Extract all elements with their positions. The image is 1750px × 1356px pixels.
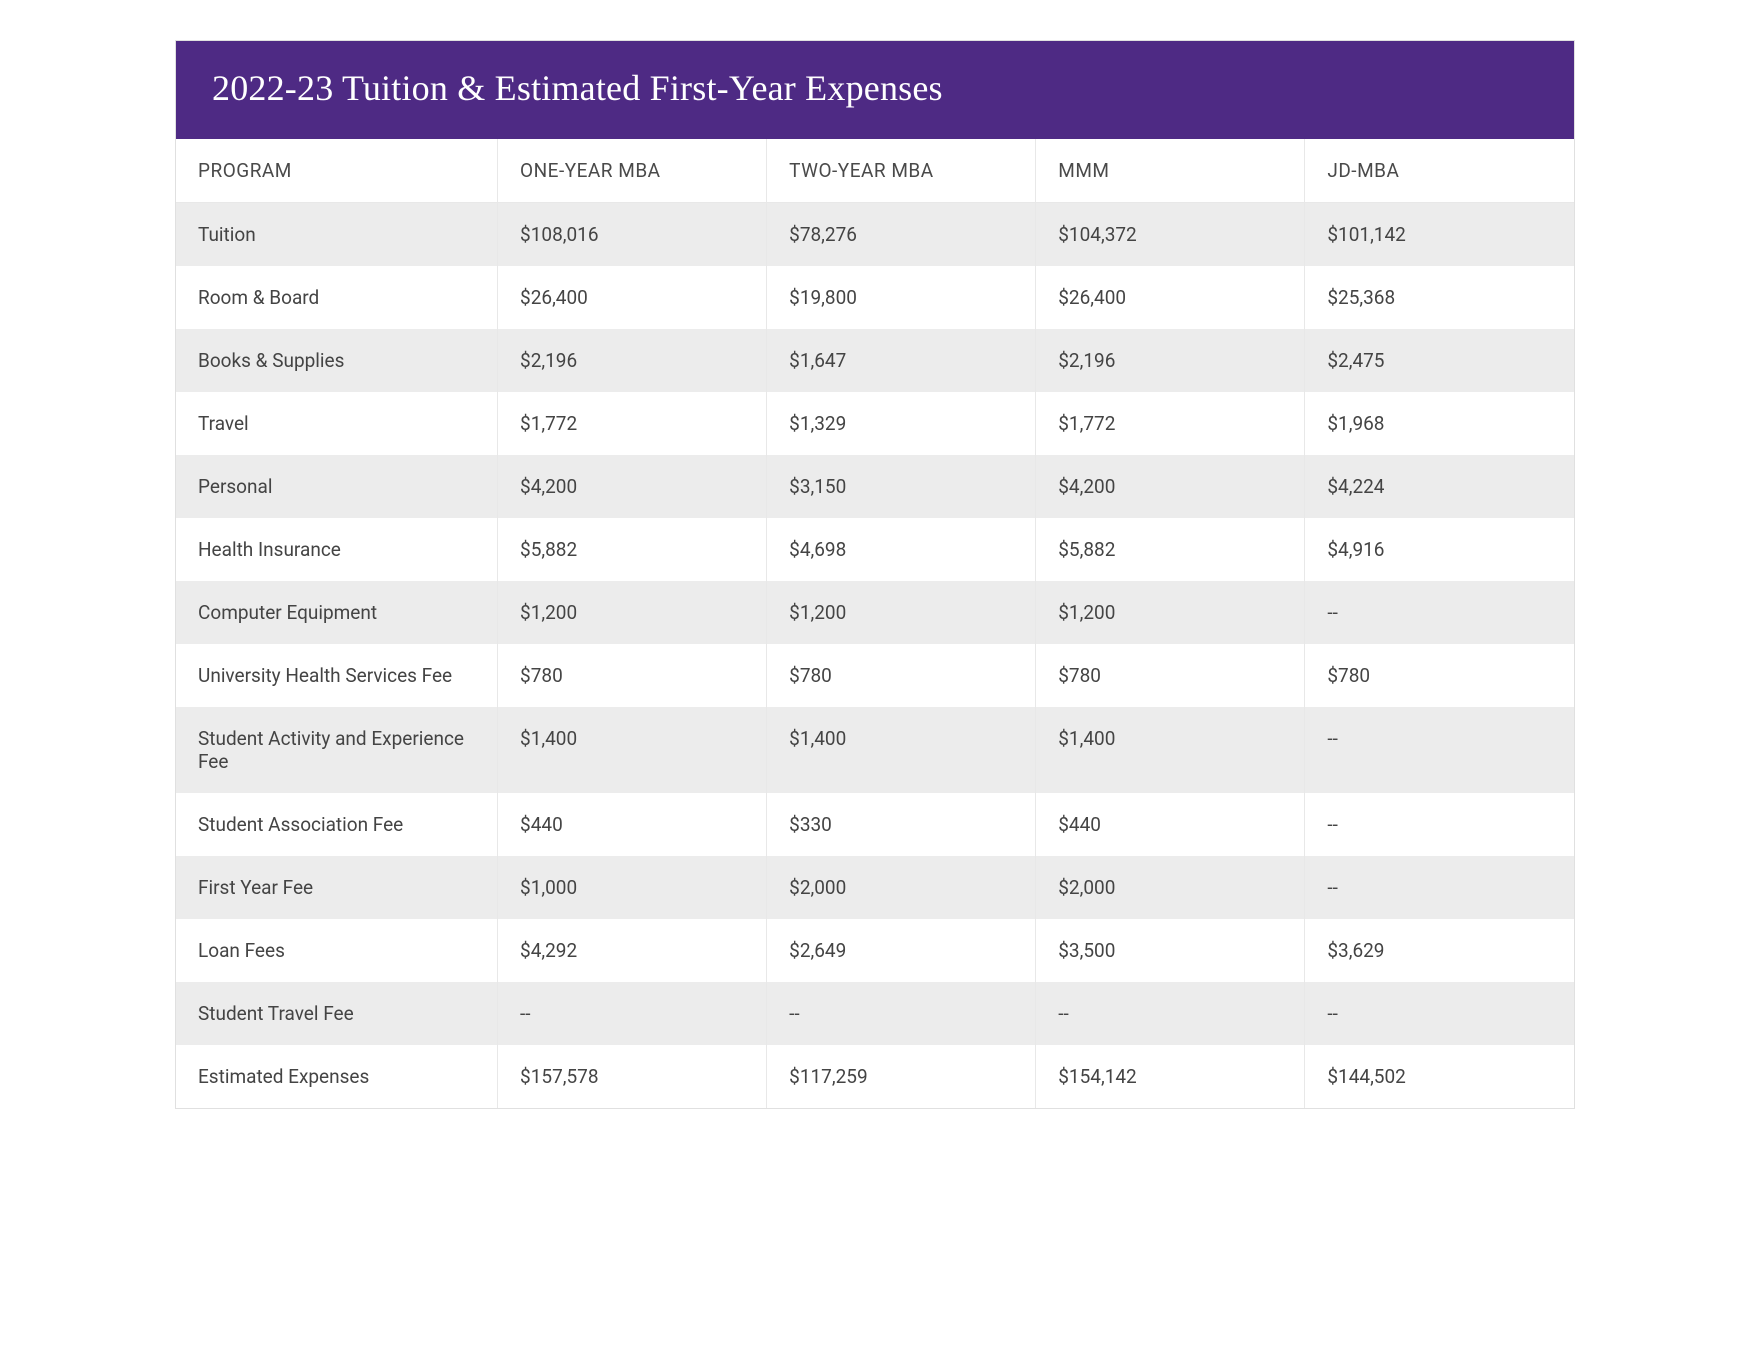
table-row: Student Association Fee$440$330$440-- — [176, 793, 1574, 856]
cell-value: $4,224 — [1305, 455, 1574, 518]
cell-value: $154,142 — [1036, 1045, 1305, 1108]
cell-value: $780 — [767, 644, 1036, 707]
column-header: MMM — [1036, 139, 1305, 203]
table-row: Student Travel Fee-------- — [176, 982, 1574, 1045]
cell-value: $1,968 — [1305, 392, 1574, 455]
cell-value: $1,000 — [498, 856, 767, 919]
cell-value: $2,000 — [1036, 856, 1305, 919]
row-label: Health Insurance — [176, 518, 498, 581]
row-label: Travel — [176, 392, 498, 455]
cell-value: $19,800 — [767, 266, 1036, 329]
cell-value: -- — [1305, 982, 1574, 1045]
cell-value: $4,292 — [498, 919, 767, 982]
cell-value: $78,276 — [767, 203, 1036, 267]
cell-value: $2,649 — [767, 919, 1036, 982]
cell-value: $780 — [498, 644, 767, 707]
cell-value: $4,698 — [767, 518, 1036, 581]
cell-value: $3,629 — [1305, 919, 1574, 982]
cell-value: $2,196 — [1036, 329, 1305, 392]
row-label: Student Activity and Experience Fee — [176, 707, 498, 793]
cell-value: $780 — [1036, 644, 1305, 707]
cell-value: $5,882 — [498, 518, 767, 581]
tuition-table-container: 2022-23 Tuition & Estimated First-Year E… — [175, 40, 1575, 1109]
row-label: Room & Board — [176, 266, 498, 329]
cell-value: $144,502 — [1305, 1045, 1574, 1108]
row-label: Student Association Fee — [176, 793, 498, 856]
row-label: Personal — [176, 455, 498, 518]
cell-value: -- — [1036, 982, 1305, 1045]
cell-value: $1,400 — [1036, 707, 1305, 793]
cell-value: $26,400 — [1036, 266, 1305, 329]
row-label: Computer Equipment — [176, 581, 498, 644]
cell-value: $1,400 — [498, 707, 767, 793]
cell-value: $3,150 — [767, 455, 1036, 518]
cell-value: $25,368 — [1305, 266, 1574, 329]
cell-value: $1,772 — [1036, 392, 1305, 455]
table-row: Loan Fees$4,292$2,649$3,500$3,629 — [176, 919, 1574, 982]
cell-value: $4,916 — [1305, 518, 1574, 581]
cell-value: $157,578 — [498, 1045, 767, 1108]
table-row: Travel$1,772$1,329$1,772$1,968 — [176, 392, 1574, 455]
row-label: First Year Fee — [176, 856, 498, 919]
cell-value: $108,016 — [498, 203, 767, 267]
cell-value: -- — [1305, 581, 1574, 644]
cell-value: $1,200 — [498, 581, 767, 644]
row-label: Estimated Expenses — [176, 1045, 498, 1108]
table-row: Personal$4,200$3,150$4,200$4,224 — [176, 455, 1574, 518]
column-header: TWO-YEAR MBA — [767, 139, 1036, 203]
cell-value: $1,647 — [767, 329, 1036, 392]
cell-value: $4,200 — [498, 455, 767, 518]
cell-value: $2,196 — [498, 329, 767, 392]
cell-value: -- — [1305, 793, 1574, 856]
cell-value: $4,200 — [1036, 455, 1305, 518]
table-row: Student Activity and Experience Fee$1,40… — [176, 707, 1574, 793]
table-row: Computer Equipment$1,200$1,200$1,200-- — [176, 581, 1574, 644]
column-header: ONE-YEAR MBA — [498, 139, 767, 203]
cell-value: $780 — [1305, 644, 1574, 707]
cell-value: $5,882 — [1036, 518, 1305, 581]
row-label: Loan Fees — [176, 919, 498, 982]
cell-value: $117,259 — [767, 1045, 1036, 1108]
column-header: JD-MBA — [1305, 139, 1574, 203]
cell-value: $101,142 — [1305, 203, 1574, 267]
table-header-row: PROGRAM ONE-YEAR MBA TWO-YEAR MBA MMM JD… — [176, 139, 1574, 203]
table-row: Room & Board$26,400$19,800$26,400$25,368 — [176, 266, 1574, 329]
cell-value: $1,772 — [498, 392, 767, 455]
cell-value: $1,400 — [767, 707, 1036, 793]
table-row: Health Insurance$5,882$4,698$5,882$4,916 — [176, 518, 1574, 581]
cell-value: -- — [767, 982, 1036, 1045]
row-label: Tuition — [176, 203, 498, 267]
row-label: University Health Services Fee — [176, 644, 498, 707]
row-label: Student Travel Fee — [176, 982, 498, 1045]
column-header: PROGRAM — [176, 139, 498, 203]
cell-value: $26,400 — [498, 266, 767, 329]
table-body: Tuition$108,016$78,276$104,372$101,142Ro… — [176, 203, 1574, 1109]
table-row: Estimated Expenses$157,578$117,259$154,1… — [176, 1045, 1574, 1108]
table-row: University Health Services Fee$780$780$7… — [176, 644, 1574, 707]
cell-value: -- — [498, 982, 767, 1045]
cell-value: -- — [1305, 856, 1574, 919]
cell-value: $1,200 — [1036, 581, 1305, 644]
table-row: Tuition$108,016$78,276$104,372$101,142 — [176, 203, 1574, 267]
table-row: Books & Supplies$2,196$1,647$2,196$2,475 — [176, 329, 1574, 392]
cell-value: -- — [1305, 707, 1574, 793]
table-row: First Year Fee$1,000$2,000$2,000-- — [176, 856, 1574, 919]
cell-value: $330 — [767, 793, 1036, 856]
cell-value: $440 — [498, 793, 767, 856]
cell-value: $3,500 — [1036, 919, 1305, 982]
cell-value: $1,329 — [767, 392, 1036, 455]
cell-value: $104,372 — [1036, 203, 1305, 267]
cell-value: $1,200 — [767, 581, 1036, 644]
cell-value: $440 — [1036, 793, 1305, 856]
cell-value: $2,000 — [767, 856, 1036, 919]
tuition-table: PROGRAM ONE-YEAR MBA TWO-YEAR MBA MMM JD… — [176, 139, 1574, 1108]
cell-value: $2,475 — [1305, 329, 1574, 392]
page-title: 2022-23 Tuition & Estimated First-Year E… — [176, 41, 1574, 139]
row-label: Books & Supplies — [176, 329, 498, 392]
